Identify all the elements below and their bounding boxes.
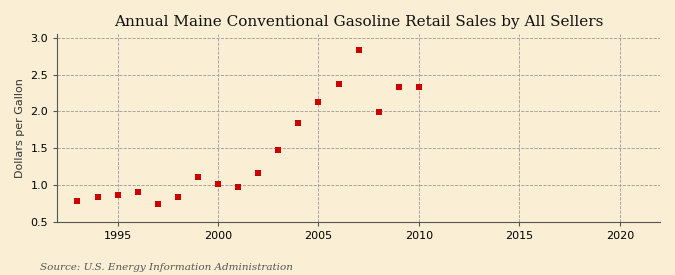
Point bbox=[293, 120, 304, 125]
Point bbox=[192, 175, 203, 179]
Text: Source: U.S. Energy Information Administration: Source: U.S. Energy Information Administ… bbox=[40, 263, 294, 272]
Point bbox=[373, 110, 384, 114]
Point bbox=[112, 192, 123, 197]
Y-axis label: Dollars per Gallon: Dollars per Gallon bbox=[15, 78, 25, 178]
Title: Annual Maine Conventional Gasoline Retail Sales by All Sellers: Annual Maine Conventional Gasoline Retai… bbox=[114, 15, 603, 29]
Point bbox=[92, 194, 103, 199]
Point bbox=[353, 48, 364, 52]
Point bbox=[313, 100, 324, 104]
Point bbox=[253, 171, 264, 175]
Point bbox=[153, 202, 163, 206]
Point bbox=[414, 84, 425, 89]
Point bbox=[132, 189, 143, 194]
Point bbox=[273, 147, 284, 152]
Point bbox=[394, 84, 404, 89]
Point bbox=[333, 81, 344, 86]
Point bbox=[233, 185, 244, 189]
Point bbox=[213, 182, 223, 186]
Point bbox=[173, 194, 184, 199]
Point bbox=[72, 199, 83, 203]
